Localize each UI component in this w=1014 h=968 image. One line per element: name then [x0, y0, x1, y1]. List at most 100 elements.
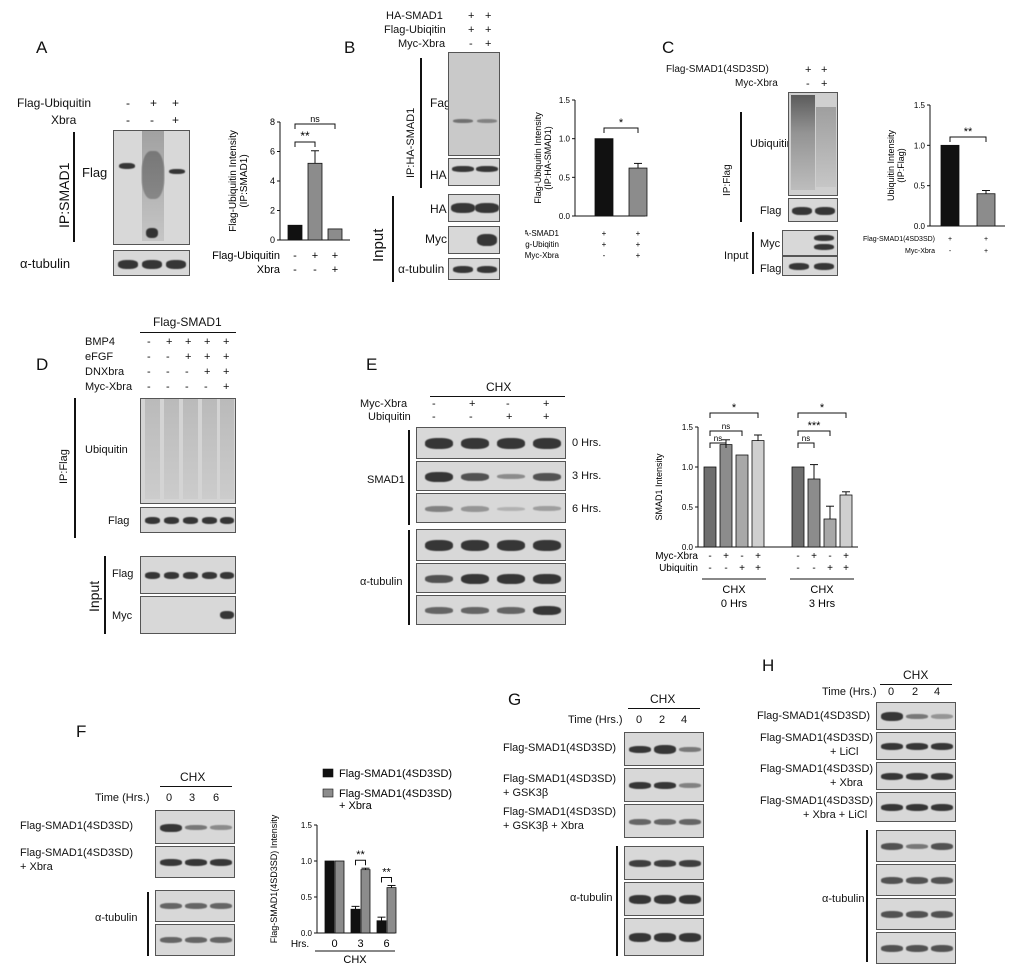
- band: [183, 517, 198, 524]
- y-axis-label: (IP:HA-SMAD1): [543, 126, 553, 190]
- significance-label: ns: [714, 434, 722, 443]
- blot-d-myc: [140, 596, 236, 634]
- x-sign: -: [724, 563, 727, 574]
- band: [477, 119, 497, 123]
- bar: [360, 869, 371, 934]
- d-sign-0-2: +: [185, 336, 192, 348]
- ip-bracket-d: [74, 398, 76, 538]
- band: [906, 773, 928, 780]
- smear: [202, 399, 217, 499]
- row-label-g-3a: Flag-SMAD1(4SD3SD): [503, 806, 617, 818]
- sign-a-2-3: +: [172, 113, 180, 127]
- band: [118, 260, 138, 269]
- x-tick-label: 3: [357, 938, 363, 950]
- panel-label-e: E: [366, 355, 378, 374]
- band: [789, 263, 809, 270]
- bar: [324, 860, 335, 934]
- blot-a-tubulin: [113, 250, 190, 276]
- blot-label-myc-b: Myc: [425, 232, 447, 246]
- header-line-d: [140, 332, 236, 333]
- y-axis-label: (IP:Flag): [896, 148, 906, 183]
- band: [497, 507, 525, 511]
- row-label-h-2a: Flag-SMAD1(4SD3SD): [760, 732, 874, 744]
- band: [146, 228, 158, 238]
- e-sign-0-3: +: [543, 398, 550, 410]
- x-sign: +: [755, 551, 761, 562]
- chart-b: 0.0 0.5 1.0 1.5 Flag-Ubiquitin Intensity (IP:…: [525, 96, 648, 260]
- chart-c: 0.0 0.5 1.0 1.5 Ubiquitin Intensity (IP:Flag)…: [863, 101, 1005, 255]
- blot-h-tub1: [876, 830, 956, 862]
- time-label-f: Time (Hrs.): [95, 792, 150, 804]
- band: [906, 804, 928, 811]
- x-row-label: Flag-SMAD1(4SD3SD): [863, 236, 935, 243]
- blot-label-ubiquitin-c: Ubiquitin: [750, 138, 793, 150]
- y-tick-label: 2: [270, 206, 275, 216]
- band: [142, 260, 162, 269]
- band: [185, 825, 207, 830]
- row-label-f-1: Flag-SMAD1(4SD3SD): [20, 820, 134, 832]
- band: [497, 438, 525, 449]
- sign-b-2-2: +: [485, 24, 492, 36]
- band: [654, 933, 676, 942]
- header-line-h: [880, 684, 952, 685]
- band: [533, 438, 561, 449]
- x-sign: -: [796, 563, 799, 574]
- band: [452, 166, 474, 172]
- band: [654, 745, 676, 754]
- significance-bracket: [709, 442, 727, 448]
- header-chx-h: CHX: [903, 668, 929, 682]
- band: [453, 119, 473, 123]
- panel-label-d: D: [36, 355, 49, 374]
- band: [202, 572, 217, 579]
- x-sign: +: [984, 236, 988, 243]
- blot-e-tub3: [416, 595, 566, 625]
- y-axis-label: Flag-Ubiquitin Intensity: [228, 130, 239, 232]
- band: [425, 607, 453, 614]
- blot-c-myc: [782, 230, 838, 256]
- blot-label-tubulin-g: α-tubulin: [570, 892, 613, 904]
- band: [931, 804, 953, 811]
- bar: [386, 887, 397, 934]
- blot-f-tub1: [155, 890, 235, 922]
- blot-g-2: [624, 768, 704, 802]
- x-sign: +: [843, 563, 849, 574]
- legend-swatch: [322, 788, 334, 798]
- chart-e: 0.0 0.5 1.0 1.5 SMAD1 Intensity CHX 0 Hrs CHX 3 …: [654, 402, 858, 610]
- x-sign: +: [602, 240, 607, 249]
- ip-bracket-c: [740, 112, 742, 222]
- x-sign: +: [312, 250, 318, 262]
- blot-h-tub3: [876, 898, 956, 930]
- row-label-ha-smad1: HA-SMAD1: [386, 10, 443, 22]
- header-line-g: [628, 708, 700, 709]
- band: [654, 860, 676, 867]
- sign-a-2-2: -: [150, 113, 154, 127]
- tubulin-bracket-g: [616, 846, 618, 956]
- band: [497, 574, 525, 584]
- x-sign: +: [984, 248, 988, 255]
- tubulin-bracket-e: [408, 530, 410, 625]
- x-row-label: HA-SMAD1: [525, 229, 560, 238]
- band: [475, 203, 499, 213]
- input-label-b: Input: [370, 228, 387, 262]
- row-label-bmp4: BMP4: [85, 336, 115, 348]
- row-label-myc-xbra-d: Myc-Xbra: [85, 381, 133, 393]
- row-label-f-2b: + Xbra: [20, 861, 53, 873]
- band: [533, 506, 561, 511]
- sign-a-2-1: -: [126, 113, 130, 127]
- significance-label: **: [356, 849, 365, 861]
- significance-label: **: [382, 866, 391, 878]
- band: [533, 574, 561, 584]
- significance-bracket: [355, 859, 366, 866]
- blot-label-tubulin-e: α-tubulin: [360, 576, 403, 588]
- band: [425, 472, 453, 482]
- d-sign-0-0: -: [147, 336, 151, 348]
- y-tick-label: 1.0: [301, 857, 313, 866]
- d-sign-3-4: +: [223, 381, 230, 393]
- significance-label: **: [300, 129, 310, 143]
- blot-h-2: [876, 732, 956, 760]
- header-flag-smad1-d: Flag-SMAD1: [153, 315, 222, 329]
- sign-a-1-2: +: [150, 96, 158, 110]
- blot-h-3: [876, 762, 956, 790]
- blot-h-tub4: [876, 932, 956, 964]
- blot-d-ubiquitin: [140, 398, 236, 504]
